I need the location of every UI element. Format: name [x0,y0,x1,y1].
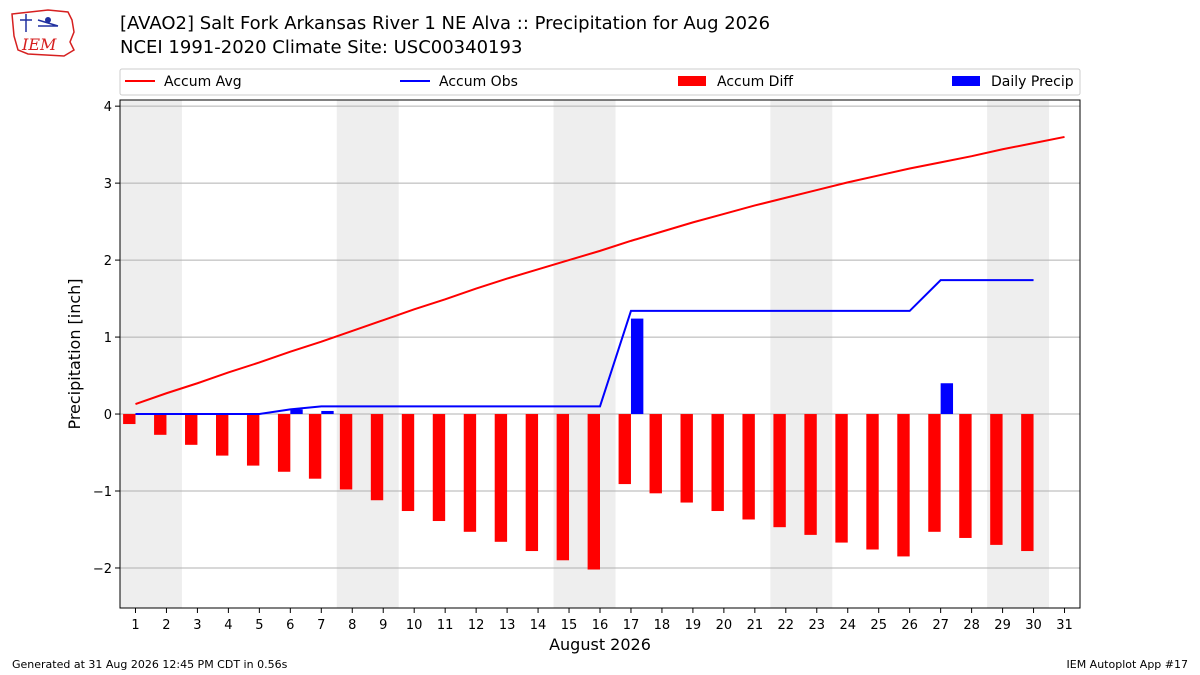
chart-title: [AVAO2] Salt Fork Arkansas River 1 NE Al… [120,13,771,34]
accum-diff-bar-day-10 [401,414,415,512]
footer-generated-text: Generated at 31 Aug 2026 12:45 PM CDT in… [12,658,288,671]
iem-logo-icon: IEM [11,9,75,57]
accum-diff-bar-day-27 [928,414,941,532]
x-tick-label-11: 12 [468,618,485,633]
x-tick-label-20: 21 [747,618,764,633]
daily-precip-bar-day-17 [630,318,644,415]
x-tick-label-10: 11 [437,618,454,633]
accum-diff-bar-day-1 [123,414,136,425]
weekend-band-0 [120,100,182,608]
accum-diff-bar-day-19 [680,414,693,503]
accum-diff-bar-day-12 [463,414,477,532]
daily-precip-bar-day-27 [940,383,954,415]
y-tick-label-2: 0 [104,408,112,423]
accum-diff-bar-day-26 [897,414,910,557]
accum-diff-bar-day-3 [185,414,198,445]
x-tick-label-6: 7 [317,618,325,633]
accum-diff-bar-day-29 [990,414,1003,545]
weekend-band-1 [336,100,399,608]
x-tick-label-23: 24 [839,618,856,633]
x-tick-label-26: 27 [932,618,949,633]
accum-diff-bar-day-17 [618,414,631,485]
accum-diff-bar-day-28 [959,414,972,538]
x-axis-label: August 2026 [549,635,651,654]
legend-label-0: Accum Avg [164,74,242,90]
x-tick-label-24: 25 [870,618,887,633]
y-axis-label: Precipitation [inch] [65,278,84,429]
accum-obs-line [135,279,1034,416]
chart-subtitle: NCEI 1991-2020 Climate Site: USC00340193 [120,37,523,58]
accum-diff-bar-day-20 [711,414,724,512]
legend: Accum Avg Accum Obs Accum Diff Daily Precip [119,68,1081,96]
x-tick-label-14: 15 [561,618,578,633]
x-tick-label-27: 28 [963,618,980,633]
accum-diff-bar-day-22 [773,414,786,528]
accum-diff-bar-day-24 [835,414,848,543]
accum-diff-bar-day-7 [308,414,322,479]
accum-diff-bar-day-25 [866,414,879,550]
x-tick-label-3: 4 [224,618,232,633]
y-tick-label-0: −2 [93,562,112,577]
accum-diff-bar-day-4 [216,414,229,456]
series-lines [135,135,1065,416]
accum-diff-bar-day-13 [494,414,508,542]
accum-diff-bar-day-21 [742,414,755,520]
legend-swatch-2 [678,76,706,86]
x-tick-label-2: 3 [193,618,201,633]
accum-diff-bar-day-2 [154,414,167,435]
x-tick-label-4: 5 [255,618,263,633]
y-tick-label-6: 4 [104,100,112,115]
x-tick-label-29: 30 [1025,618,1042,633]
x-tick-label-12: 13 [499,618,516,633]
x-tick-label-13: 14 [530,618,547,633]
bars [123,318,1034,570]
x-tick-label-22: 23 [809,618,826,633]
accum-diff-bar-day-14 [525,414,539,552]
x-tick-label-8: 9 [379,618,387,633]
footer-app-text: IEM Autoplot App #17 [1066,658,1189,671]
x-tick-label-18: 19 [685,618,702,633]
legend-swatch-3 [952,76,980,86]
legend-label-1: Accum Obs [439,74,518,90]
accum-diff-bar-day-11 [432,414,446,522]
accum-diff-bar-day-16 [587,414,600,570]
x-tick-label-5: 6 [286,618,294,633]
weekend-band-3 [770,100,833,608]
y-tick-label-1: −1 [93,485,112,500]
x-tick-label-28: 29 [994,618,1011,633]
accum-diff-bar-day-15 [556,414,570,561]
x-tick-label-25: 26 [901,618,918,633]
daily-precip-bar-day-6 [290,409,303,415]
x-tick-label-15: 16 [592,618,609,633]
x-tick-label-7: 8 [348,618,356,633]
logo-text: IEM [21,35,57,54]
x-tick-label-19: 20 [716,618,733,633]
x-tick-label-17: 18 [654,618,671,633]
accum-diff-bar-day-23 [804,414,817,535]
x-tick-label-1: 2 [162,618,170,633]
x-tick-label-30: 31 [1056,618,1073,633]
accum-diff-bar-day-18 [649,414,662,494]
x-axis-ticks: 1 2 3 4 5 6 7 8 9 10 11 12 13 14 15 16 17 18 19 20 21 22 23 24 2… [131,608,1073,633]
accum-avg-line [135,135,1065,405]
legend-label-3: Daily Precip [991,74,1074,90]
accum-diff-bar-day-8 [339,414,353,490]
daily-precip-bar-day-7 [321,410,334,415]
x-tick-label-9: 10 [406,618,423,633]
legend-box [119,68,1081,96]
accum-diff-bar-day-9 [370,414,384,501]
accum-diff-bar-day-6 [277,414,291,472]
y-axis-ticks: −2 −1 0 1 2 3 4 [93,100,120,577]
y-tick-label-5: 3 [104,177,112,192]
x-tick-label-16: 17 [623,618,640,633]
y-tick-label-4: 2 [104,254,112,269]
x-tick-label-0: 1 [131,618,139,633]
y-tick-label-3: 1 [104,331,112,346]
legend-label-2: Accum Diff [717,74,793,90]
x-tick-label-21: 22 [778,618,795,633]
accum-diff-bar-day-5 [246,414,260,466]
accum-diff-bar-day-30 [1021,414,1034,552]
